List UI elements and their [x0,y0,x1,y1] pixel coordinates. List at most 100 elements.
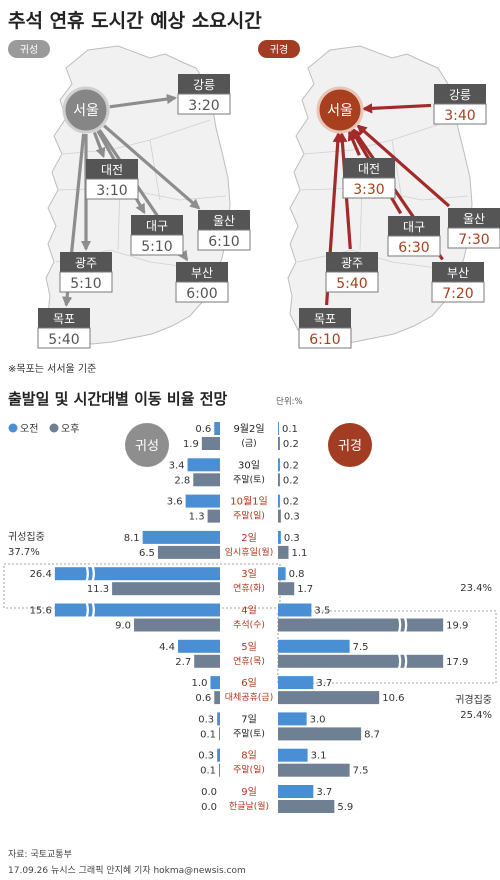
return-am-bar-4 [278,567,286,581]
return-pm-bar-5-break [397,615,408,635]
return-am-bar-8 [278,712,307,726]
city-name: 대구 [403,220,425,234]
outbound-city-box-6: 목포 5:40 [37,308,91,349]
return-city-box-0: 강릉 3:40 [433,84,487,125]
return-peak-label: 귀경집중 [455,693,492,706]
city-name-bg [434,84,486,104]
city-time-bg [130,234,184,256]
city-name: 목포 [53,312,75,326]
city-name-bg [388,216,440,236]
outbound-am-bar-0 [214,422,220,435]
city-time-bg [325,271,379,293]
city-time: 6:10 [309,332,340,348]
outbound-am-bar-1 [187,458,220,472]
return-am-bar-0 [278,422,279,435]
outbound-arrow-3 [103,124,201,210]
city-time: 3:20 [188,98,219,114]
category-day: 한글날(월) [229,800,269,812]
outbound-pm-value: 0.1 [200,729,216,740]
return-am-bar-3 [278,530,281,544]
city-time-bg [387,235,441,257]
outbound-hub-circle [62,86,110,134]
side-label-return: 귀경 [338,439,362,454]
return-city-box-1: 대전 3:30 [342,158,396,199]
tag-return-bg [258,40,300,58]
outbound-am-value: 8.1 [124,533,140,544]
city-time-bg [447,227,500,249]
outbound-routes: 서울 강릉 3:20 대전 3:10 대구 5:10 울산 6:10 광주 5:10 부산 6:00 목포… [37,74,251,349]
side-label-outbound: 귀성 [135,439,159,454]
return-pm-value: 1.1 [292,548,308,559]
outbound-peak-label: 귀성집중 [8,531,45,543]
return-pm-value: 0.2 [283,439,299,450]
outbound-pm-bar-0 [201,437,220,450]
page-title: 추석 연휴 도시간 예상 소요시간 [8,10,262,32]
category-date: 4일 [241,605,257,617]
outbound-am-value: 0.0 [201,787,217,798]
outbound-pm-value: 0.1 [200,766,216,777]
city-time: 5:10 [70,276,101,292]
city-name-bg [60,252,112,272]
return-am-value: 7.5 [353,642,369,653]
category-date: 5일 [241,641,257,653]
outbound-arrow-1 [92,131,106,159]
outbound-pm-value: 1.9 [183,439,199,450]
return-pm-value: 17.9 [446,657,468,668]
return-pm-value: 7.5 [353,766,369,777]
legend-am-swatch [8,423,18,433]
tag-return: 귀경 [270,43,288,56]
return-peak-top: 23.4% [460,583,492,594]
tag-outbound-bg [8,40,50,58]
city-name-bg [38,308,90,328]
category-day: 임시휴일(월) [225,546,273,558]
category-date: 9일 [241,786,257,798]
outbound-arrow-0 [109,93,178,109]
return-pm-bar-6-break [397,651,408,672]
return-am-bar-10 [278,785,314,798]
return-pm-value: 1.7 [297,584,313,595]
city-time-bg [342,177,396,199]
outbound-pm-value: 11.3 [87,584,109,595]
outbound-pm-bar-7 [214,691,220,705]
outbound-city-box-4: 광주 5:10 [59,252,113,293]
city-name-bg [448,208,500,228]
outbound-pm-bar-8 [219,727,220,741]
outbound-city-box-0: 강릉 3:20 [177,74,231,115]
city-name: 대전 [101,163,123,177]
outbound-am-value: 0.6 [195,424,211,435]
return-am-value: 0.2 [283,497,299,508]
category-date: 2일 [241,532,257,544]
return-pm-value: 0.3 [284,512,300,523]
return-am-value: 3.7 [316,678,332,689]
category-date: 8일 [241,750,257,762]
outbound-city-box-1: 대전 3:10 [85,159,139,200]
city-time: 6:00 [186,286,217,302]
unit-label: 단위:% [276,396,303,407]
outbound-am-bar-2 [185,494,220,508]
outbound-pm-value: 1.3 [189,512,205,523]
return-am-bar-2 [278,494,280,508]
return-pm-value: 0.2 [283,475,299,486]
city-name-bg [326,252,378,272]
return-pm-bar-4 [278,582,295,596]
outbound-am-value: 15.6 [30,606,52,617]
return-am-value: 3.5 [314,606,330,617]
return-city-box-2: 대구 6:30 [387,216,441,257]
outbound-pm-bar-2 [207,509,220,523]
city-name-bg [198,210,250,230]
return-am-value: 0.8 [289,569,305,580]
outbound-am-bar-8 [217,712,220,726]
outbound-am-bar-5 [54,603,221,617]
return-arrow-3 [356,124,451,208]
outbound-pm-value: 9.0 [115,621,131,632]
map-province-lines [55,119,227,271]
category-day: 주말(토) [233,473,265,485]
return-pm-bar-8 [278,727,362,741]
return-pm-bar-0 [278,437,280,450]
return-am-value: 0.3 [284,533,300,544]
city-time: 3:30 [353,182,384,198]
city-time-bg [177,93,231,115]
